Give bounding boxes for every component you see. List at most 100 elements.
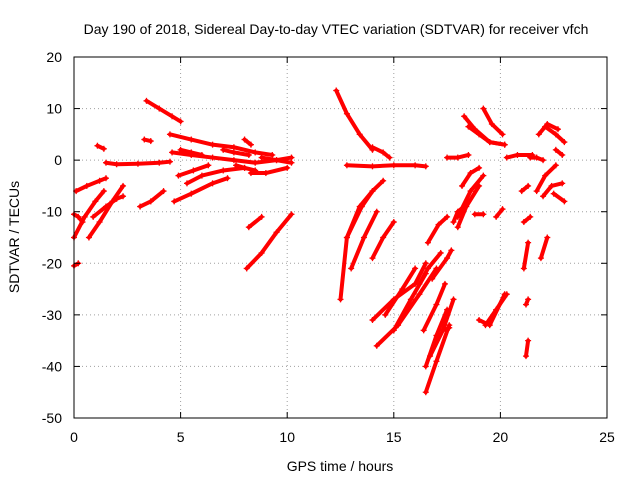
- data-point: [552, 131, 559, 138]
- track-segment: [521, 240, 531, 271]
- data-point: [476, 131, 483, 138]
- data-point: [177, 118, 184, 125]
- chart-title: Day 190 of 2018, Sidereal Day-to-day VTE…: [84, 21, 589, 37]
- track-segment: [519, 183, 531, 194]
- data-point: [247, 170, 254, 177]
- data-point: [166, 131, 173, 138]
- data-point: [450, 219, 457, 226]
- data-point: [288, 211, 295, 218]
- data-track: [72, 189, 106, 240]
- data-point: [380, 149, 387, 156]
- data-point: [540, 193, 547, 200]
- data-point: [550, 190, 557, 197]
- data-track: [455, 183, 482, 230]
- data-point: [522, 353, 529, 360]
- data-point: [160, 188, 167, 195]
- data-point: [120, 193, 127, 200]
- data-track: [481, 106, 505, 137]
- track-segment: [428, 328, 445, 359]
- data-point: [446, 324, 453, 331]
- track-segment: [462, 114, 477, 132]
- data-point: [424, 239, 431, 246]
- y-tick-label: 20: [46, 49, 62, 65]
- data-point: [390, 327, 397, 334]
- data-point: [247, 141, 254, 148]
- data-point: [482, 322, 489, 329]
- track-segment: [417, 266, 439, 297]
- data-point: [369, 255, 376, 262]
- track-segment: [489, 122, 505, 137]
- data-point: [441, 280, 448, 287]
- data-point: [81, 213, 88, 220]
- data-point: [454, 224, 461, 231]
- data-point: [386, 154, 393, 161]
- track-segment: [274, 212, 294, 235]
- data-point: [209, 141, 216, 148]
- data-point: [258, 213, 265, 220]
- x-tick-label: 25: [599, 429, 615, 445]
- data-point: [85, 234, 92, 241]
- data-point: [422, 389, 429, 396]
- track-segment: [468, 173, 486, 194]
- data-track: [344, 178, 386, 240]
- track-segment: [391, 297, 413, 333]
- track-segment: [425, 250, 443, 271]
- data-track: [349, 209, 379, 271]
- track-segment: [86, 220, 102, 240]
- track-segment: [468, 165, 482, 176]
- track-segment: [421, 302, 439, 333]
- data-point: [444, 255, 451, 262]
- data-point: [454, 213, 461, 220]
- data-track: [246, 214, 264, 230]
- data-point: [435, 221, 442, 228]
- data-point: [480, 172, 487, 179]
- track-segment: [521, 214, 533, 225]
- data-point: [433, 358, 440, 365]
- data-point: [147, 198, 154, 205]
- data-points: [71, 87, 568, 396]
- track-segment: [135, 160, 162, 166]
- track-segment: [370, 163, 396, 169]
- data-point: [525, 239, 532, 246]
- data-point: [183, 180, 190, 187]
- y-tick-label: 10: [46, 101, 62, 117]
- track-segment: [176, 168, 196, 178]
- data-point: [533, 154, 540, 161]
- track-segment: [381, 150, 392, 160]
- data-point: [273, 229, 280, 236]
- y-tick-label: -10: [42, 204, 62, 220]
- data-point: [156, 159, 163, 166]
- data-point: [137, 203, 144, 210]
- track-segment: [466, 124, 482, 137]
- data-point: [220, 167, 227, 174]
- data-point: [373, 342, 380, 349]
- axis-ticks: 0 5 10 15 20 25 -50 -40 -30 -20 -10 0 10 20: [42, 49, 615, 445]
- track-segment: [383, 287, 405, 317]
- data-point: [422, 363, 429, 370]
- data-point: [333, 87, 340, 94]
- track-segment: [72, 214, 87, 240]
- track-segment: [381, 220, 396, 240]
- data-point: [243, 265, 250, 272]
- track-segment: [170, 150, 194, 157]
- track-segment: [199, 168, 226, 178]
- track-segment: [464, 183, 482, 209]
- data-track: [483, 292, 509, 328]
- data-point: [224, 175, 231, 182]
- data-point: [439, 327, 446, 334]
- data-point: [493, 306, 500, 313]
- data-point: [134, 160, 141, 167]
- data-point: [233, 162, 240, 169]
- data-point: [416, 291, 423, 298]
- track-segment: [361, 209, 379, 240]
- data-track: [519, 183, 531, 194]
- track-segment: [545, 122, 560, 132]
- y-tick-label: -20: [42, 255, 62, 271]
- track-segment: [477, 132, 492, 145]
- data-point: [450, 296, 457, 303]
- y-axis-label: SDTVAR / TECUs: [6, 181, 22, 293]
- track-segment: [460, 171, 473, 188]
- data-point: [527, 154, 534, 161]
- data-point: [522, 301, 529, 308]
